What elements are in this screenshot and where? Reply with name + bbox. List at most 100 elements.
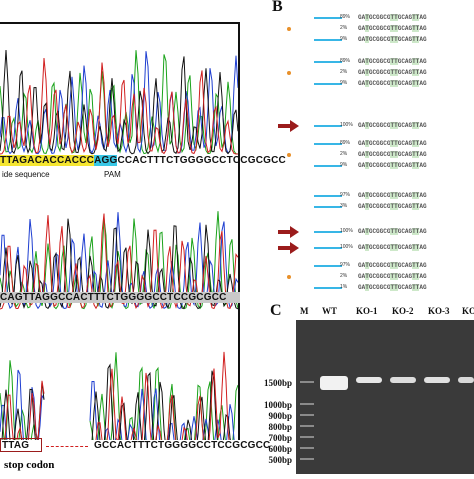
sequence-row-3-left: TTAG [2,440,30,451]
orange-dot-icon [287,27,291,31]
alignment-percent: 3% [340,203,348,209]
orange-dot-icon [287,71,291,75]
alignment-row: 9% GATGCGGCGTTGCAGTTAG [300,162,474,170]
alignment-row: 100% GATGCGGCGTTGCAGTTAG [300,228,474,236]
sequence-row-1-rest: CCACTTTCTGGGGCCTCCGCGCC [117,155,286,166]
alignment-row: 89% GATGCGGCGTTGCAGTTAG [300,140,474,148]
ladder-band [300,403,314,405]
chromatogram-trace [0,212,238,310]
stop-codon-label: stop codon [4,459,55,471]
alignment-row: 100% GATGCGGCGTTGCAGTTAG [300,122,474,130]
bp-label: 900bp [268,411,292,421]
alignment-percent: 89% [340,58,351,64]
gel-lane-label: WT [322,306,338,316]
gel-bands [300,376,474,460]
alignment-line [314,231,342,233]
bp-label: 1000bp [263,400,292,410]
chromatogram-traces [0,49,238,440]
ladder-band [300,447,314,449]
alignment-percent: 1% [340,284,348,290]
alignment-sequence: GATGCGGCGTTGCAGTTAG [358,25,427,32]
alignment-line [314,247,342,249]
chromatogram-trace [0,57,238,155]
ladder-band [300,414,314,416]
alignment-percent: 2% [340,25,348,31]
alignment-sequence: GATGCGGCGTTGCAGTTAG [358,203,427,210]
gel-band [458,377,474,383]
stop-codon-box [0,438,42,452]
sequence-row-2-text: CAGTTAGGCCACTTTCTGGGGCCTCCGCGCC [0,292,227,303]
chromatogram-trace [95,351,230,440]
alignment-sequence: GATGCGGCGTTGCAGTTAG [358,151,427,158]
alignment-sequence: GATGCGGCGTTGCAGTTAG [358,284,427,291]
alignment-percent: 89% [340,140,351,146]
chromatogram-trace [0,50,238,155]
alignment-line [314,39,342,41]
red-arrow-icon [278,242,299,254]
gel-band [390,377,416,383]
guide-sequence-label: ide sequence [2,170,50,179]
bp-label: 500bp [268,455,292,465]
alignment-sequence: GATGCGGCGTTGCAGTTAG [358,69,427,76]
sequence-row-1: TTAGACACCACCCAGGCCACTTTCTGGGGCCTCCGCGCC [0,155,286,166]
alignment-line [314,206,342,208]
gel-lane-label: M [300,306,309,316]
bp-label: 600bp [268,444,292,454]
alignment-percent: 9% [340,162,348,168]
alignment-row: 97% GATGCGGCGTTGCAGTTAG [300,262,474,270]
alignment-percent: 97% [340,192,351,198]
alignment-line [314,61,342,63]
ladder-band [300,458,314,460]
panel-b-letter: B [272,0,283,15]
gel-lane-label: KO-3 [428,306,450,316]
alignment-line [314,287,342,289]
bp-label: 800bp [268,422,292,432]
alignment-sequence: GATGCGGCGTTGCAGTTAG [358,162,427,169]
chromatogram-trace [89,352,238,440]
pam-highlight: AGG [94,155,118,166]
alignment-sequence: GATGCGGCGTTGCAGTTAG [358,273,427,280]
alignment-row: 9% GATGCGGCGTTGCAGTTAG [300,36,474,44]
orange-dot-icon [287,153,291,157]
pam-label: PAM [104,170,121,179]
alignment-percent: 9% [340,80,348,86]
alignment-line [314,125,342,127]
alignment-percent: 2% [340,69,348,75]
red-arrow-icon [278,120,299,132]
alignment-sequence: GATGCGGCGTTGCAGTTAG [358,228,427,235]
alignment-line [314,17,342,19]
alignment-row: 89% GATGCGGCGTTGCAGTTAG [300,58,474,66]
alignment-line [314,165,342,167]
alignment-line [314,195,342,197]
ladder-band [300,381,314,383]
alignment-percent: 100% [340,228,353,234]
bp-label: 700bp [268,433,292,443]
gel-band [356,377,382,383]
guide-sequence-highlight: TTAGACACCACCC [0,155,95,166]
gel-lane-label: KO-1 [356,306,378,316]
alignment-sequence: GATGCGGCGTTGCAGTTAG [358,58,427,65]
alignment-line [314,83,342,85]
alignment-sequence: GATGCGGCGTTGCAGTTAG [358,36,427,43]
gel-image [296,320,474,474]
bp-label: 1500bp [263,378,292,388]
alignment-percent: 2% [340,273,348,279]
gel-band [320,376,348,390]
gel-lane-label: KO [462,306,474,316]
alignment-sequence: GATGCGGCGTTGCAGTTAG [358,80,427,87]
red-arrow-icon [278,226,299,238]
alignment-percent: 100% [340,244,353,250]
alignment-row: 1% GATGCGGCGTTGCAGTTAG [300,284,474,292]
ladder-band [300,425,314,427]
chromatogram-panel [0,22,240,440]
alignment-row: 100% GATGCGGCGTTGCAGTTAG [300,244,474,252]
alignment-sequence: GATGCGGCGTTGCAGTTAG [358,192,427,199]
alignment-sequence: GATGCGGCGTTGCAGTTAG [358,14,427,21]
alignment-sequence: GATGCGGCGTTGCAGTTAG [358,262,427,269]
panel-c-letter: C [270,302,282,319]
alignment-row: 2% GATGCGGCGTTGCAGTTAG [300,25,474,33]
alignment-percent: 2% [340,151,348,157]
gel-lane-label: KO-2 [392,306,414,316]
alignment-row: 3% GATGCGGCGTTGCAGTTAG [300,203,474,211]
orange-dot-icon [287,275,291,279]
